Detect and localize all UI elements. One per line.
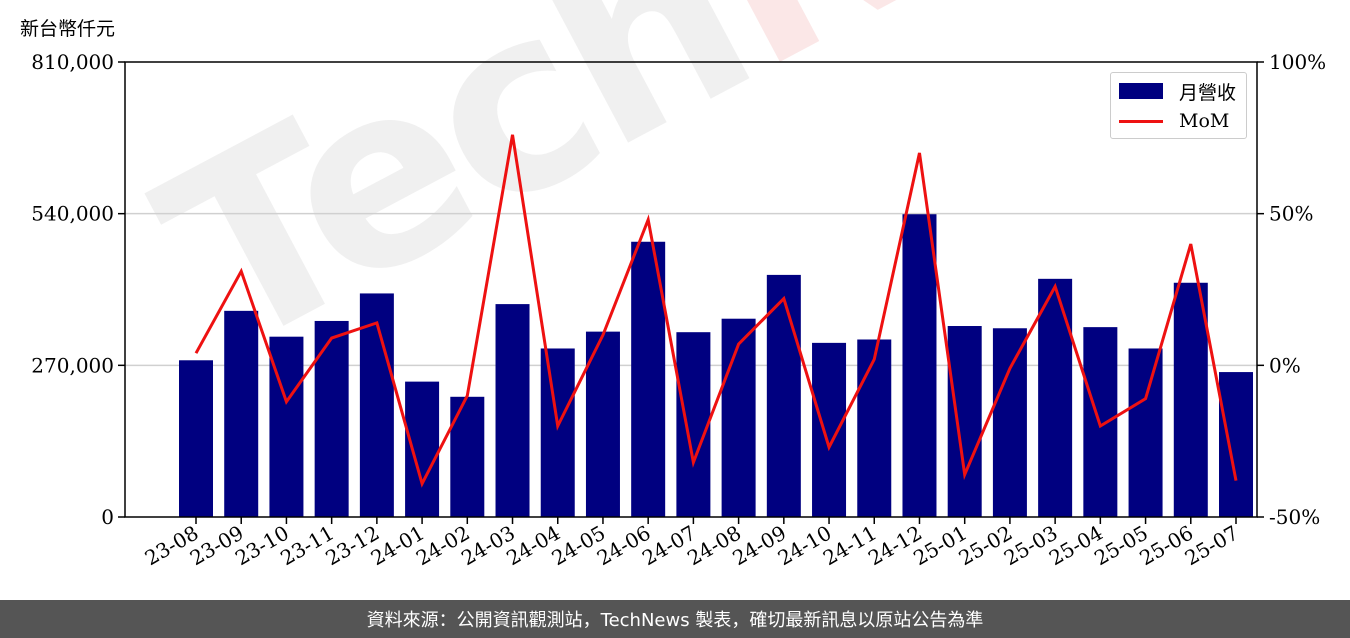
- y-left-tick-label: 0: [101, 505, 114, 529]
- legend-swatch-line: [1119, 119, 1163, 123]
- bar-revenue-24-03: [495, 304, 530, 517]
- bar-revenue-24-02: [450, 396, 485, 517]
- y-right-tick-label: 100%: [1269, 50, 1326, 74]
- bar-revenue-23-12: [359, 293, 394, 517]
- legend-label-revenue: 月營收: [1179, 81, 1237, 104]
- bar-revenue-25-07: [1219, 372, 1253, 517]
- bar-revenue-24-12: [902, 214, 937, 517]
- mom-line: [194, 134, 1238, 488]
- plot-frame: [124, 61, 1258, 518]
- legend-item-revenue: 月營收: [1119, 77, 1236, 105]
- y-left-tick-label: 270,000: [31, 353, 114, 377]
- bar-revenue-25-03: [1038, 278, 1073, 517]
- bar-revenue-25-06: [1173, 282, 1208, 517]
- y-right-tick-label: 0%: [1269, 353, 1301, 377]
- revenue-chart: 0270,000540,000810,000-50%0%50%100%23-08…: [31, 50, 1326, 571]
- bar-revenue-24-08: [721, 318, 756, 517]
- legend-item-mom: MoM: [1119, 107, 1229, 135]
- legend-label-mom: MoM: [1179, 110, 1230, 132]
- legend-swatch-bar: [1119, 83, 1163, 99]
- bar-revenue-25-05: [1128, 348, 1163, 517]
- x-tick-label: 25-07: [1181, 521, 1243, 571]
- bar-revenue-25-01: [947, 326, 982, 517]
- y-left-tick-label: 540,000: [31, 202, 114, 226]
- footer-text: 資料來源：公開資訊觀測站，TechNews 製表，確切最新訊息以原站公告為準: [366, 610, 984, 631]
- y-left-tick-label: 810,000: [31, 50, 114, 74]
- bar-revenue-23-08: [179, 360, 213, 517]
- bar-revenue-24-04: [540, 348, 575, 517]
- bar-revenue-24-01: [405, 381, 440, 517]
- bar-revenue-23-11: [314, 320, 349, 517]
- y-right-tick-label: -50%: [1269, 505, 1320, 529]
- bar-revenue-24-05: [585, 331, 620, 517]
- bar-revenue-24-07: [676, 332, 711, 517]
- source-footer: 資料來源：公開資訊觀測站，TechNews 製表，確切最新訊息以原站公告為準: [0, 600, 1350, 638]
- bar-revenue-24-09: [766, 274, 801, 517]
- bar-revenue-24-10: [812, 342, 847, 517]
- chart-legend: 月營收 MoM: [1110, 72, 1247, 139]
- bar-revenue-23-09: [224, 310, 259, 517]
- bar-revenue-24-11: [857, 339, 892, 517]
- bar-revenue-25-02: [992, 328, 1027, 517]
- y-axis-unit-label: 新台幣仟元: [20, 18, 116, 40]
- y-right-tick-label: 50%: [1269, 202, 1313, 226]
